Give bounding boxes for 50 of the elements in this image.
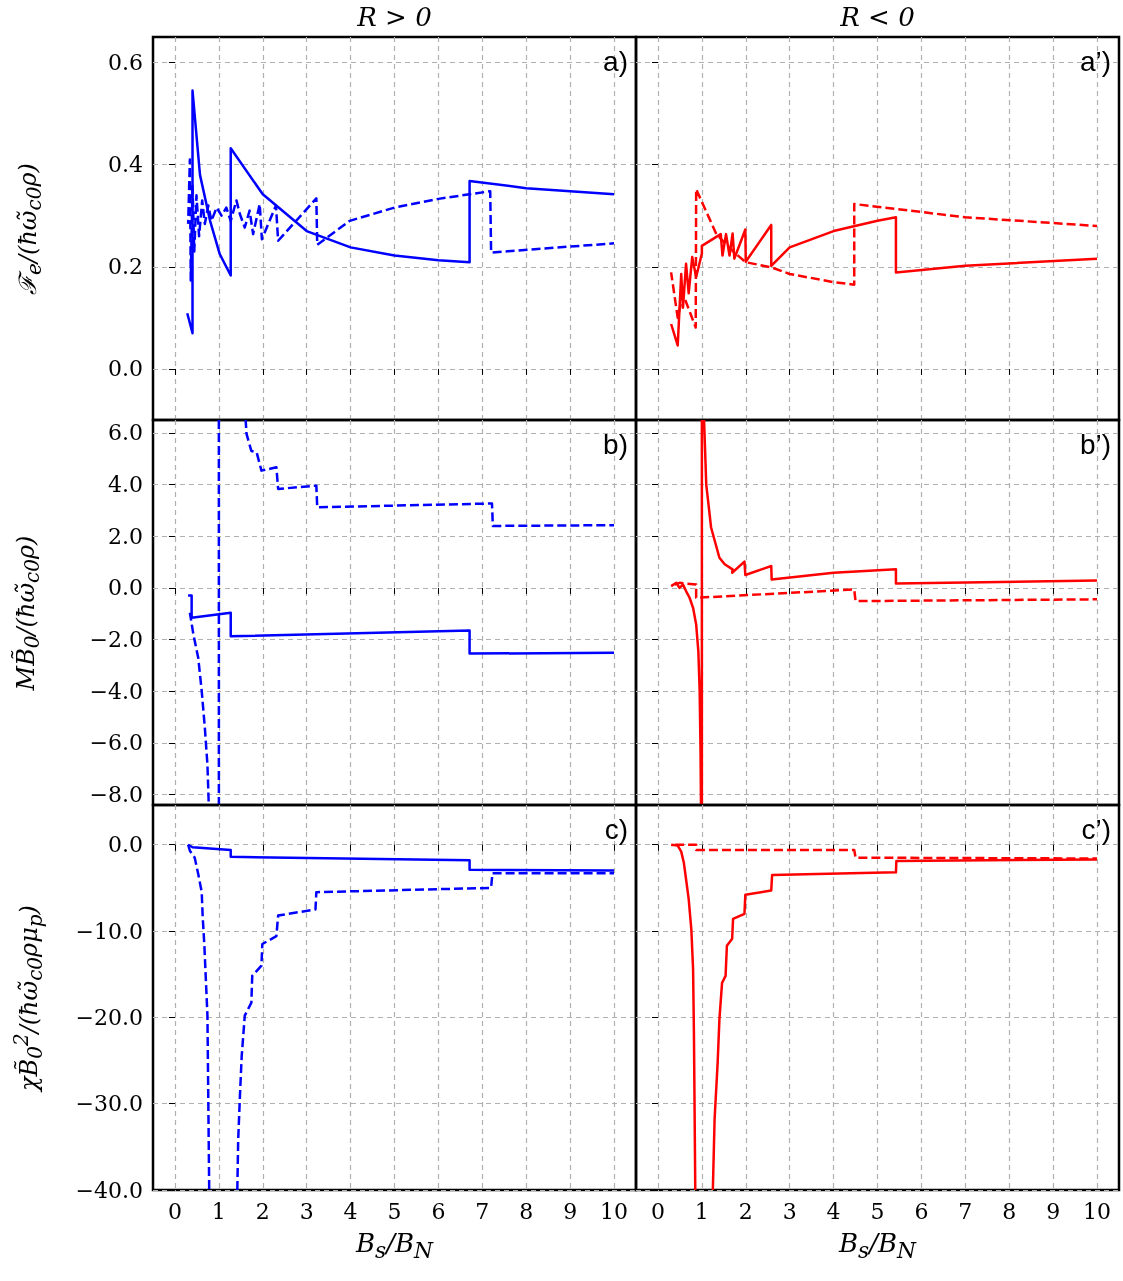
x-tick-label: 10: [600, 1198, 629, 1224]
x-tick-label: 0: [167, 1198, 182, 1224]
y-tick-label: 0.0: [108, 832, 143, 858]
y-tick-label: −2.0: [89, 627, 143, 653]
y-tick-label: −6.0: [89, 730, 143, 756]
y-tick-label: 0.0: [108, 575, 143, 601]
y-tick-label: −4.0: [89, 678, 143, 704]
x-tick-label: 0: [650, 1198, 665, 1224]
y-tick-label: 0.6: [108, 50, 143, 76]
x-tick-label: 3: [782, 1198, 797, 1224]
x-axis-title: B$_{s}$/B$_{N}$: [837, 1228, 918, 1264]
y-tick-label: 4.0: [108, 472, 143, 498]
y-tick-label: −40.0: [75, 1177, 143, 1203]
x-tick-label: 5: [387, 1198, 402, 1224]
y-tick-label: 6.0: [108, 420, 143, 446]
annotation: a’): [1079, 45, 1112, 77]
x-tick-label: 1: [211, 1198, 226, 1224]
annotation: b): [603, 428, 629, 460]
chart-title: R < 0: [839, 1, 916, 34]
line-series: [186, 89, 616, 335]
x-tick-label: 2: [255, 1198, 270, 1224]
x-tick-label: 1: [694, 1198, 709, 1224]
annotation: b’): [1079, 428, 1112, 460]
annotation: c): [604, 813, 628, 845]
x-tick-label: 9: [563, 1198, 578, 1224]
y-tick-label: 0.0: [108, 356, 143, 382]
x-axis-title: B$_{s}$/B$_{N}$: [354, 1228, 435, 1264]
x-tick-label: 5: [870, 1198, 885, 1224]
x-tick-label: 8: [1002, 1198, 1017, 1224]
y-tick-label: 2.0: [108, 523, 143, 549]
y-tick-label: −10.0: [75, 918, 143, 944]
annotation: a): [603, 45, 629, 77]
y-tick-label: −8.0: [89, 782, 143, 808]
x-tick-label: 4: [826, 1198, 841, 1224]
x-tick-label: 3: [299, 1198, 314, 1224]
y-tick-label: 0.4: [108, 152, 143, 178]
x-tick-label: 4: [343, 1198, 358, 1224]
x-tick-label: 9: [1046, 1198, 1061, 1224]
y-tick-label: −30.0: [75, 1091, 143, 1117]
x-tick-label: 7: [475, 1198, 490, 1224]
y-tick-label: 0.2: [108, 254, 143, 280]
y-tick-label: −20.0: [75, 1004, 143, 1030]
annotation: c’): [1081, 813, 1111, 845]
chart-title: R > 0: [356, 1, 433, 34]
x-tick-label: 10: [1083, 1198, 1112, 1224]
x-tick-label: 2: [738, 1198, 753, 1224]
x-tick-label: 8: [519, 1198, 534, 1224]
x-tick-label: 7: [958, 1198, 973, 1224]
x-tick-label: 6: [914, 1198, 929, 1224]
x-tick-label: 6: [431, 1198, 446, 1224]
